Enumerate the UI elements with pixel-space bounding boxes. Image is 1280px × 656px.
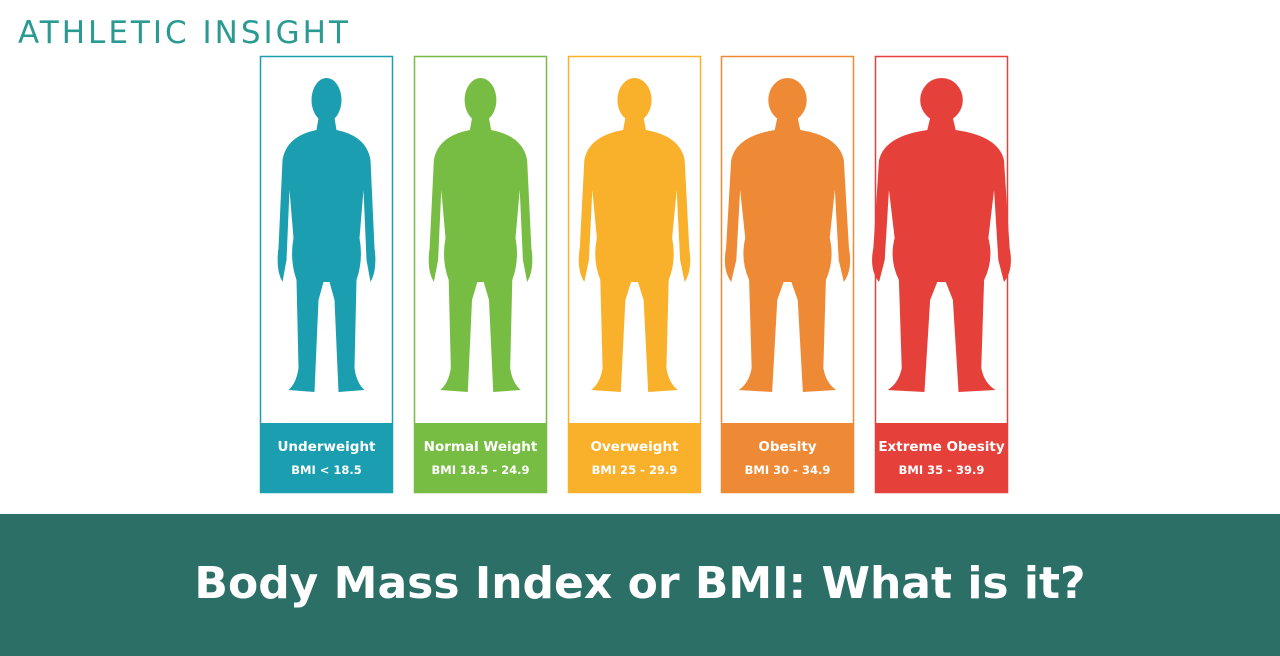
title-band	[0, 514, 1280, 656]
brand-logo: ATHLETIC INSIGHT	[18, 15, 351, 51]
card-range: BMI 30 - 34.9	[745, 463, 831, 477]
bmi-card: Extreme Obesity BMI 35 - 39.9	[872, 55, 1011, 494]
card-label: Obesity	[758, 439, 816, 455]
page-title: Body Mass Index or BMI: What is it?	[194, 558, 1085, 609]
card-range: BMI 18.5 - 24.9	[431, 463, 529, 477]
card-range: BMI 25 - 29.9	[592, 463, 678, 477]
bmi-card: Normal Weight BMI 18.5 - 24.9	[413, 55, 548, 494]
card-range: BMI < 18.5	[291, 463, 362, 477]
bmi-card: Obesity BMI 30 - 34.9	[720, 55, 855, 494]
card-label: Normal Weight	[424, 439, 538, 455]
bmi-card: Overweight BMI 25 - 29.9	[567, 55, 702, 494]
bmi-card: Underweight BMI < 18.5	[259, 55, 394, 494]
card-label: Overweight	[590, 439, 679, 455]
card-range: BMI 35 - 39.9	[899, 463, 985, 477]
card-label: Extreme Obesity	[878, 439, 1005, 455]
card-label: Underweight	[277, 439, 376, 455]
